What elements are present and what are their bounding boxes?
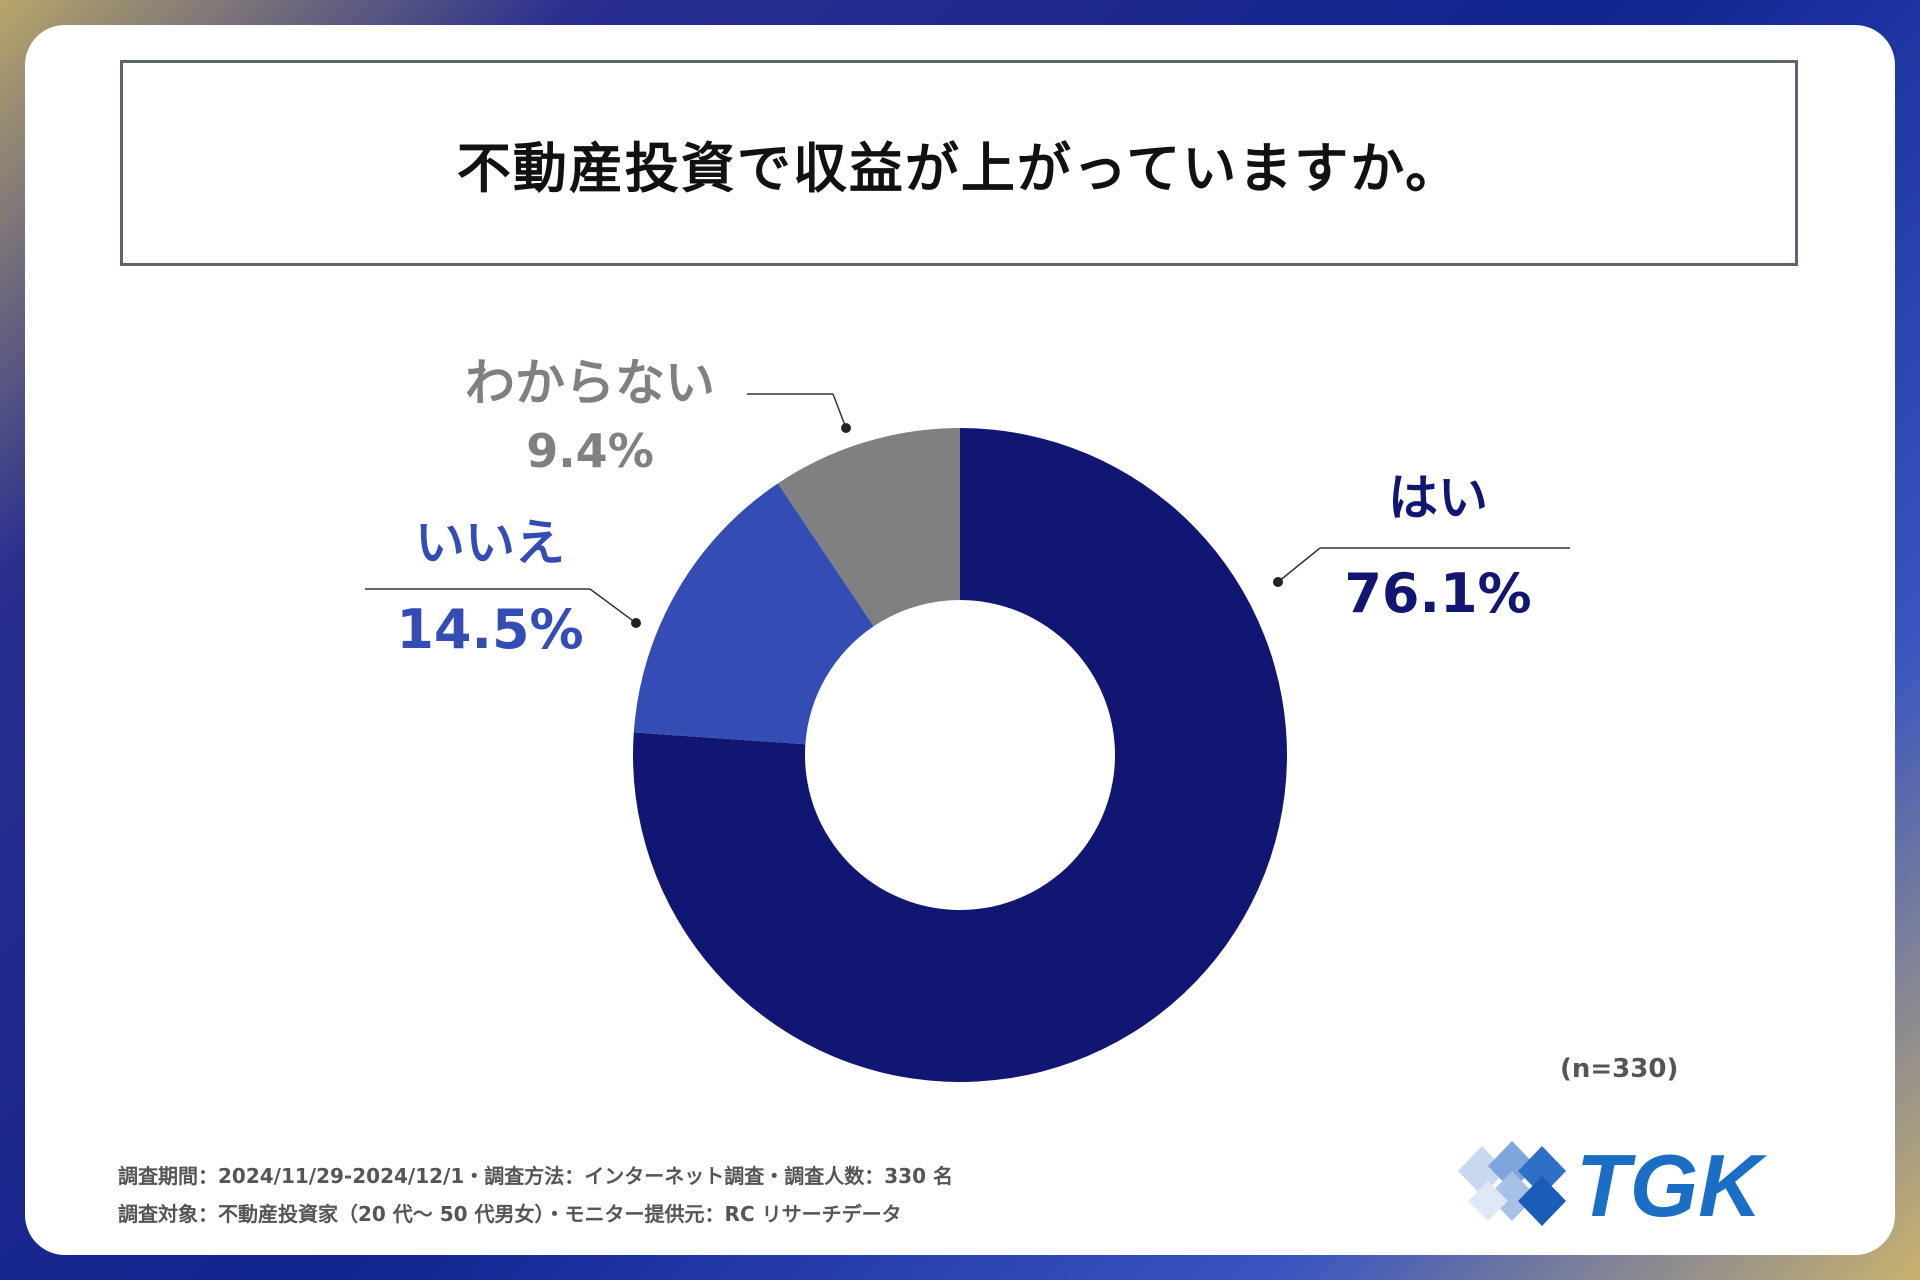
survey-period-note: 調査期間：2024/11/29-2024/12/1・調査方法：インターネット調査… — [118, 1164, 953, 1188]
slice-no — [633, 483, 874, 745]
chart-title: 不動産投資で収益が上がっていますか。 — [456, 136, 1462, 200]
leader-line-no — [365, 588, 641, 628]
leader-line-yes — [1273, 547, 1570, 587]
slice-unknown — [777, 428, 960, 627]
label-unknown: わからない — [465, 354, 715, 412]
tgk-logo: TGK — [1458, 1136, 1767, 1235]
value-no: 14.5% — [396, 598, 583, 661]
title-box: 不動産投資で収益が上がっていますか。 — [120, 60, 1798, 266]
label-no: いいえ — [415, 514, 565, 572]
diamond-tiles-icon — [1458, 1141, 1566, 1226]
sample-size-label: (n=330) — [1560, 1054, 1679, 1084]
slice-yes — [632, 428, 1287, 1082]
value-unknown: 9.4% — [526, 424, 654, 478]
survey-target-note: 調査対象：不動産投資家（20 代～ 50 代男女）・モニター提供元：RC リサー… — [118, 1202, 902, 1226]
value-yes: 76.1% — [1344, 562, 1531, 625]
label-yes: はい — [1388, 469, 1488, 527]
leader-line-unknown — [747, 393, 851, 433]
logo-text: TGK — [1576, 1136, 1767, 1235]
